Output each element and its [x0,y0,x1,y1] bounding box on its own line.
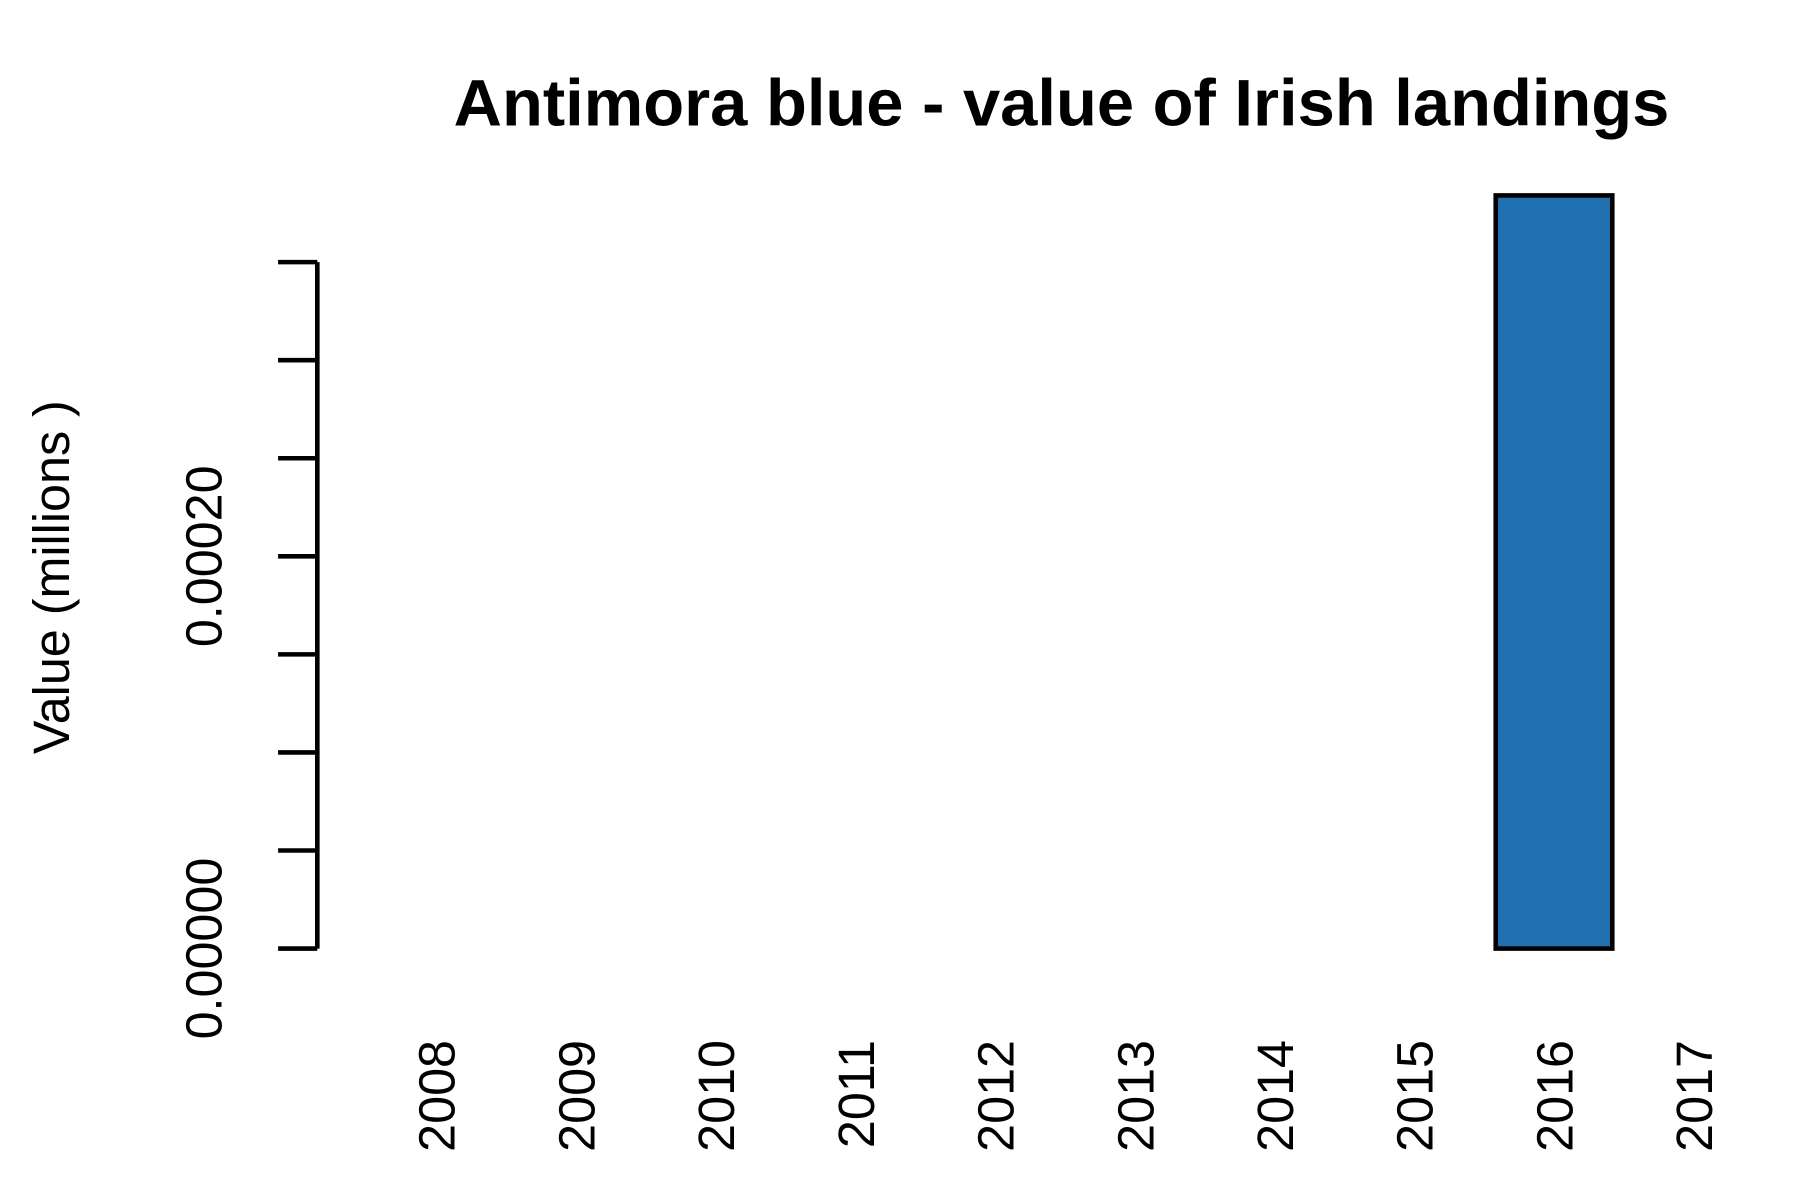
x-tick-label: 2012 [967,1040,1024,1152]
x-tick-label: 2010 [688,1040,745,1152]
x-tick-label: 2017 [1666,1040,1723,1152]
y-tick-label: 0.00000 [175,858,232,1040]
x-tick-label: 2011 [828,1040,885,1148]
x-tick-label: 2015 [1387,1040,1444,1152]
y-axis-label: Value (millions ) [23,400,80,754]
chart-title: Antimora blue - value of Irish landings [454,67,1670,141]
x-tick-label: 2009 [548,1040,605,1152]
bar [1493,193,1615,951]
x-tick-label: 2014 [1247,1040,1304,1152]
x-tick-label: 2016 [1526,1040,1583,1152]
x-tick-label: 2013 [1107,1040,1164,1152]
x-tick-label: 2008 [408,1040,465,1152]
y-tick-label: 0.00020 [175,465,232,647]
